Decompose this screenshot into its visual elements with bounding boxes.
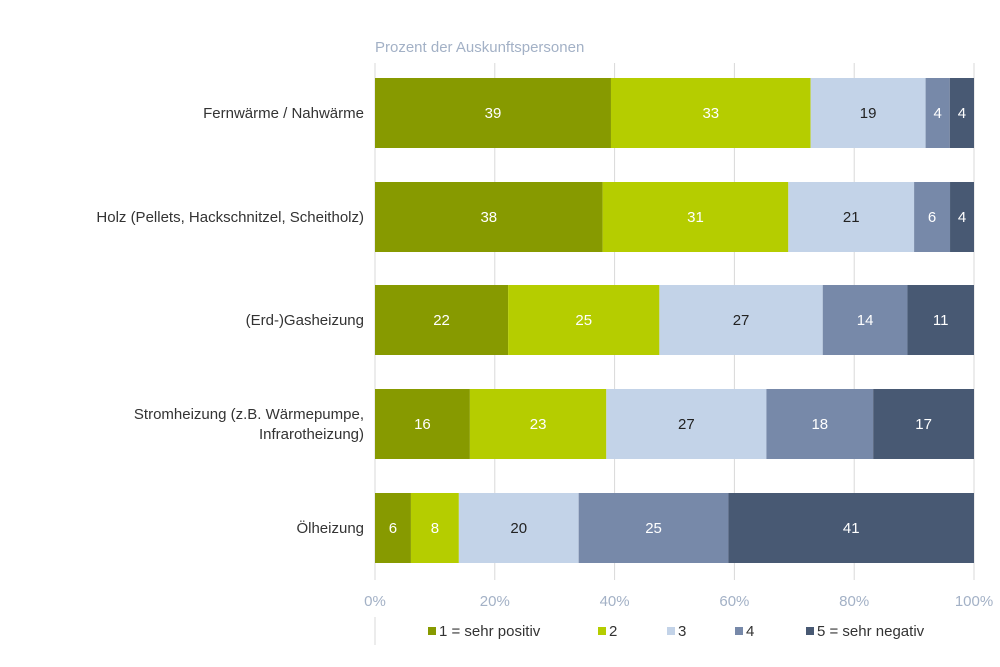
legend-swatch (735, 627, 743, 635)
data-label: 19 (860, 105, 877, 122)
bar-segment (410, 493, 459, 563)
data-label: 4 (958, 209, 966, 226)
category-label: Fernwärme / Nahwärme (203, 105, 364, 122)
bar-segment (578, 493, 729, 563)
bar-segment (810, 78, 926, 148)
data-label: 20 (510, 520, 527, 537)
x-tick-label: 40% (600, 593, 630, 610)
data-label: 23 (530, 416, 547, 433)
axis-title: Prozent der Auskunftspersonen (375, 39, 584, 56)
bar-segment (728, 493, 974, 563)
data-label: 31 (687, 209, 704, 226)
data-label: 6 (389, 520, 397, 537)
bar-segment (766, 389, 874, 459)
data-label: 41 (843, 520, 860, 537)
data-label: 38 (480, 209, 497, 226)
bar-segment (508, 285, 660, 355)
bar-segment (788, 182, 915, 252)
bar-segment (458, 493, 579, 563)
legend-label: 5 = sehr negativ (817, 623, 925, 640)
data-label: 6 (928, 209, 936, 226)
bar-segment (375, 78, 611, 148)
legend-label: 3 (678, 623, 686, 640)
category-label: Holz (Pellets, Hackschnitzel, Scheitholz… (96, 209, 364, 226)
data-label: 27 (733, 312, 750, 329)
data-label: 4 (934, 105, 942, 122)
data-label: 18 (811, 416, 828, 433)
bar-segment (925, 78, 950, 148)
data-label: 4 (958, 105, 966, 122)
data-label: 14 (857, 312, 874, 329)
data-label: 11 (933, 312, 949, 329)
legend-swatch (806, 627, 814, 635)
bar-segment (375, 389, 470, 459)
category-label: Ölheizung (296, 519, 364, 537)
bar-segment (606, 389, 767, 459)
x-tick-label: 100% (955, 593, 993, 610)
bar-segment (907, 285, 974, 355)
bar-segment (873, 389, 974, 459)
x-tick-label: 60% (719, 593, 749, 610)
legend-swatch (667, 627, 675, 635)
data-label: 22 (433, 312, 450, 329)
bar-segment (950, 182, 974, 252)
data-label: 33 (702, 105, 719, 122)
data-label: 17 (915, 416, 932, 433)
data-label: 25 (575, 312, 592, 329)
bar-segment (659, 285, 823, 355)
data-label: 25 (645, 520, 662, 537)
bar-segment (375, 182, 603, 252)
data-label: 8 (431, 520, 439, 537)
category-label: Stromheizung (z.B. Wärmepumpe, Infrarothe… (134, 406, 364, 443)
x-tick-label: 20% (480, 593, 510, 610)
data-label: 16 (414, 416, 431, 433)
category-labels: Fernwärme / Nahwärme Holz (Pellets, Hacks… (96, 105, 364, 537)
x-tick-label: 80% (839, 593, 869, 610)
legend-label: 2 (609, 623, 617, 640)
bar-segment (822, 285, 908, 355)
bar-segment (949, 78, 974, 148)
legend-label: 1 = sehr positiv (439, 623, 541, 640)
bar-segment (375, 285, 509, 355)
x-tick-label: 0% (364, 593, 386, 610)
bar-segment (469, 389, 607, 459)
bar-segment (375, 493, 411, 563)
data-label: 27 (678, 416, 695, 433)
legend-swatch (428, 627, 436, 635)
category-label: (Erd-)Gasheizung (246, 312, 364, 329)
bar-segment (602, 182, 789, 252)
data-label: 39 (485, 105, 502, 122)
bar-segment (914, 182, 951, 252)
data-label: 21 (843, 209, 860, 226)
bar-segment (610, 78, 811, 148)
legend-swatch (598, 627, 606, 635)
legend-label: 4 (746, 623, 754, 640)
legend: 1 = sehr positiv 2 3 4 5 = sehr negativ (428, 623, 925, 640)
x-tick-labels: 0% 20% 40% 60% 80% 100% (364, 593, 993, 610)
